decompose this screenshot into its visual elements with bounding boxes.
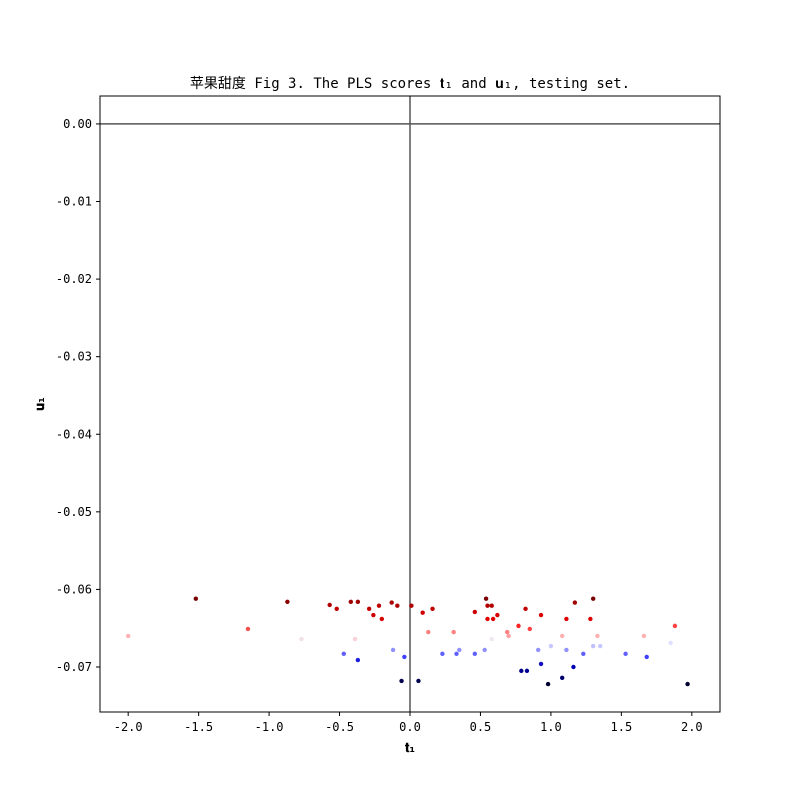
data-point <box>598 643 603 649</box>
data-point <box>430 606 435 612</box>
data-point <box>641 633 647 639</box>
data-point <box>285 599 290 605</box>
data-point <box>245 626 251 632</box>
data-point <box>538 612 544 618</box>
data-point <box>590 596 596 601</box>
data-point <box>390 647 396 653</box>
data-point <box>527 626 532 632</box>
data-point <box>355 599 361 605</box>
data-point <box>376 603 382 608</box>
data-point <box>482 647 487 653</box>
data-point <box>538 661 544 667</box>
chart-title: 苹果甜度 Fig 3. The PLS scores 𝐭₁ and 𝐮₁, te… <box>190 76 630 92</box>
data-point <box>334 606 339 612</box>
data-point <box>420 610 425 615</box>
y-tick-label: -0.04 <box>56 427 92 441</box>
data-point <box>519 668 524 674</box>
data-point <box>341 651 346 657</box>
data-point <box>483 596 489 601</box>
data-point <box>399 678 404 684</box>
data-point <box>440 651 445 657</box>
x-tick-label: 0.0 <box>399 720 421 734</box>
data-point <box>644 654 649 660</box>
data-point <box>451 629 456 635</box>
data-point <box>490 616 496 622</box>
data-point <box>327 602 332 608</box>
data-point <box>523 606 528 612</box>
data-point <box>516 623 521 629</box>
y-tick-label: -0.07 <box>56 660 92 674</box>
data-point <box>426 629 431 635</box>
data-point <box>352 636 358 642</box>
data-point <box>193 596 199 601</box>
data-point <box>571 664 576 670</box>
y-axis-label: 𝐮₁ <box>33 397 48 411</box>
x-tick-label: -1.5 <box>184 720 213 734</box>
y-tick-label: 0.00 <box>63 117 92 131</box>
data-point <box>590 643 596 649</box>
data-point <box>672 623 678 629</box>
x-tick-label: -2.0 <box>114 720 143 734</box>
data-point <box>581 651 586 657</box>
data-point <box>348 599 354 605</box>
data-point <box>489 636 494 642</box>
data-point <box>668 640 673 646</box>
y-tick-label: -0.03 <box>56 350 92 364</box>
reference-lines <box>100 96 720 712</box>
data-point <box>506 633 511 639</box>
data-point <box>564 616 569 622</box>
y-tick-label: -0.05 <box>56 505 92 519</box>
data-point <box>489 603 494 608</box>
x-tick-label: -0.5 <box>325 720 354 734</box>
data-point <box>389 600 394 605</box>
data-point <box>559 675 565 681</box>
y-axis-ticks: 0.00 -0.01 -0.02 -0.03 -0.04 -0.05 -0.06 -0.07 <box>56 117 100 674</box>
x-tick-label: -1.0 <box>255 720 284 734</box>
x-tick-label: 0.5 <box>470 720 492 734</box>
data-point <box>299 636 304 642</box>
data-point <box>495 612 500 618</box>
data-point <box>685 681 690 687</box>
y-tick-label: -0.06 <box>56 582 92 596</box>
x-tick-label: 2.0 <box>681 720 703 734</box>
data-point <box>355 657 361 663</box>
data-points <box>125 596 690 687</box>
data-point <box>416 678 421 684</box>
data-point <box>457 647 462 653</box>
data-point <box>125 633 131 639</box>
data-point <box>524 668 530 674</box>
y-tick-label: -0.01 <box>56 195 92 209</box>
data-point <box>395 603 400 608</box>
data-point <box>548 643 554 649</box>
data-point <box>588 616 593 622</box>
data-point <box>454 651 459 657</box>
x-tick-label: 1.0 <box>540 720 562 734</box>
data-point <box>402 654 407 660</box>
data-point <box>595 633 600 639</box>
x-tick-label: 1.5 <box>611 720 633 734</box>
data-point <box>366 606 372 612</box>
data-point <box>545 681 551 687</box>
data-point <box>572 600 578 605</box>
data-point <box>564 647 569 653</box>
data-point <box>485 616 490 622</box>
data-point <box>505 629 510 635</box>
data-point <box>559 633 565 639</box>
data-point <box>379 616 385 622</box>
data-point <box>485 603 490 608</box>
data-point <box>536 647 541 653</box>
x-axis-label: 𝐭₁ <box>405 741 415 756</box>
data-point <box>371 612 376 618</box>
x-axis-ticks: -2.0 -1.5 -1.0 -0.5 0.0 0.5 1.0 1.5 2.0 <box>114 712 703 734</box>
data-point <box>472 609 478 615</box>
data-point <box>472 651 478 657</box>
y-tick-label: -0.02 <box>56 272 92 286</box>
data-point <box>409 603 414 608</box>
data-point <box>623 651 628 657</box>
